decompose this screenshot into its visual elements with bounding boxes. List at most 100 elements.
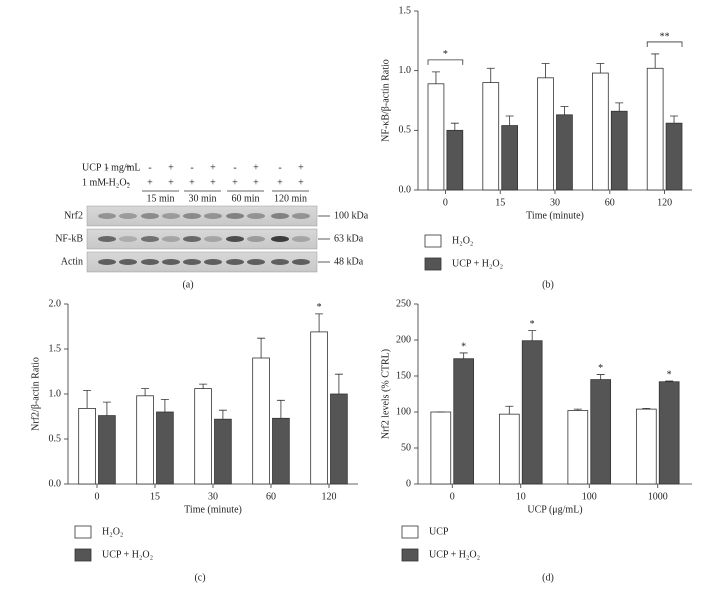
error-bar — [541, 63, 550, 78]
error-bar — [160, 399, 169, 412]
band — [271, 236, 289, 242]
legend-swatch — [424, 234, 442, 248]
sign: - — [126, 177, 129, 188]
legend-label: UCP + H₂O₂ — [452, 258, 503, 269]
y-tick-label: 0 — [406, 478, 411, 489]
band — [119, 259, 137, 265]
error-bar — [431, 71, 440, 84]
bar — [521, 340, 543, 485]
legend-label: H₂O₂ — [102, 526, 123, 537]
bar — [592, 72, 609, 191]
x-tick-label: 60 — [605, 197, 615, 208]
x-tick-label: 30 — [208, 491, 218, 502]
legend-label: H₂O₂ — [452, 235, 473, 246]
bar — [590, 379, 612, 485]
legend-label: UCP — [429, 526, 449, 537]
time-label: 120 min — [274, 193, 307, 204]
sign: + — [125, 162, 131, 173]
band — [292, 236, 310, 242]
band — [226, 236, 244, 242]
annotation: * — [317, 302, 322, 313]
band — [183, 259, 201, 265]
bar — [194, 388, 212, 485]
x-tick-label: 120 — [657, 197, 672, 208]
band-label: Nrf2 — [64, 210, 83, 221]
band-label: NF-kB — [55, 233, 83, 244]
legend-swatch — [401, 525, 419, 539]
sign: + — [168, 177, 174, 188]
sign: + — [298, 177, 304, 188]
band — [183, 213, 201, 219]
y-tick-label: 0.5 — [49, 433, 62, 444]
band — [292, 259, 310, 265]
legend-swatch — [401, 548, 419, 562]
bar — [272, 417, 290, 485]
error-bar — [560, 106, 569, 115]
error-bar — [505, 115, 514, 126]
error-bar — [615, 102, 624, 112]
band — [162, 259, 180, 265]
bar — [156, 411, 174, 485]
sign: + — [277, 177, 283, 188]
bar — [501, 125, 518, 191]
x-tick-label: 120 — [322, 491, 337, 502]
sign: + — [147, 177, 153, 188]
bar — [310, 331, 328, 485]
error-bar — [83, 390, 92, 409]
band — [247, 259, 265, 265]
annotation: * — [443, 49, 448, 60]
band — [119, 236, 137, 242]
y-tick-label: 1.5 — [49, 343, 62, 354]
panel-label: (a) — [182, 279, 193, 290]
annotation: * — [461, 341, 466, 352]
bar — [453, 358, 475, 485]
time-label: 15 min — [146, 193, 174, 204]
band — [247, 236, 265, 242]
y-tick-label: 1.0 — [399, 65, 412, 76]
bar — [610, 110, 628, 191]
x-axis-label: UCP (μg/mL) — [527, 504, 582, 515]
x-tick-label: 10 — [516, 491, 526, 502]
y-tick-label: 1.0 — [49, 388, 62, 399]
sign: + — [232, 177, 238, 188]
bar — [330, 393, 348, 485]
bar — [498, 413, 520, 485]
x-tick-label: 15 — [495, 197, 505, 208]
band — [271, 213, 289, 219]
band — [226, 213, 244, 219]
error-bar — [315, 313, 324, 332]
band — [183, 236, 201, 242]
band — [98, 236, 116, 242]
y-tick-label: 50 — [401, 442, 411, 453]
y-tick-label: 0.0 — [49, 478, 62, 489]
band-label: Actin — [61, 256, 83, 267]
error-bar — [642, 408, 651, 410]
sign: + — [298, 162, 304, 173]
bar — [214, 418, 232, 485]
annotation: * — [598, 363, 603, 374]
row-header: UCP 1 mg/mL — [82, 162, 141, 173]
row-header: 1 mM H₂O₂ — [82, 177, 130, 188]
x-axis-label: Time (minute) — [184, 504, 242, 515]
error-bar — [257, 337, 266, 358]
panel-label: (d) — [542, 572, 554, 583]
band — [98, 213, 116, 219]
bar — [646, 67, 664, 191]
sign: - — [190, 162, 193, 173]
band — [226, 259, 244, 265]
error-bar — [528, 330, 537, 341]
sign: + — [253, 177, 259, 188]
bar — [78, 407, 96, 485]
bar — [482, 82, 500, 191]
band — [141, 259, 159, 265]
error-bar — [199, 383, 208, 389]
bar — [446, 129, 464, 191]
bar — [98, 415, 116, 485]
sign: + — [189, 177, 195, 188]
legend-label: UCP + H₂O₂ — [429, 549, 480, 560]
band — [247, 213, 265, 219]
blot-strip — [86, 228, 318, 250]
error-bar — [450, 122, 459, 131]
bar — [635, 408, 657, 485]
